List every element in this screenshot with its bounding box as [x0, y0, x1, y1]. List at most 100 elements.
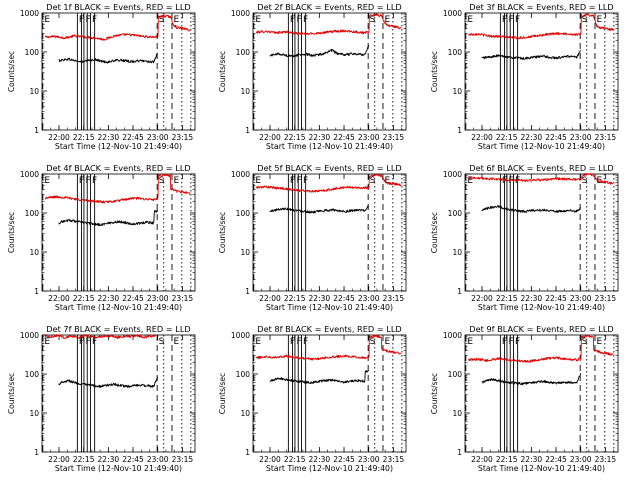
y-tick-label: 100 [236, 370, 251, 379]
event-marker-label: F [85, 337, 90, 347]
events-series-line [481, 50, 582, 60]
x-tick-label: 22:15 [73, 455, 95, 464]
events-series-line [269, 205, 370, 214]
x-tick-label: 22:15 [284, 133, 306, 142]
lld-series-line [44, 334, 156, 340]
lld-series-line [255, 334, 402, 361]
plot-frame [464, 334, 619, 453]
events-series-line [58, 209, 159, 227]
x-tick-label: 22:45 [333, 294, 355, 303]
y-axis-label: Counts/sec [218, 373, 227, 414]
panel-title: Det 8f BLACK = Events, RED = LLD [257, 324, 401, 334]
x-tick-label: 23:00 [358, 294, 380, 303]
event-marker-label: S [159, 337, 165, 347]
x-tick-label: 23:00 [147, 133, 169, 142]
y-tick-label: 1000 [443, 331, 462, 340]
x-tick-label: 22:30 [98, 133, 120, 142]
panel-title: Det 5f BLACK = Events, RED = LLD [257, 163, 401, 173]
x-tick-label: 22:15 [73, 294, 95, 303]
x-axis-label: Start Time (12-Nov-10 21:49:40) [55, 303, 182, 312]
x-tick-label: 22:00 [48, 133, 70, 142]
y-tick-label: 10 [240, 409, 250, 418]
y-tick-label: 1 [34, 126, 39, 135]
event-marker-label: E [173, 15, 179, 25]
x-tick-label: 23:00 [358, 455, 380, 464]
event-marker-label: E [596, 337, 602, 347]
y-axis-label: Counts/sec [7, 51, 16, 92]
y-axis-label: Counts/sec [430, 373, 439, 414]
event-marker-label: F [296, 15, 301, 25]
x-tick-label: 23:15 [172, 133, 194, 142]
y-tick-label: 1000 [20, 331, 39, 340]
x-tick-label: 23:00 [570, 133, 592, 142]
y-tick-label: 1 [245, 287, 250, 296]
panel-grid: Det 1f BLACK = Events, RED = LLD 1 10 100 10… [7, 2, 619, 473]
event-marker-label: S [370, 176, 376, 186]
y-tick-label: 1 [34, 448, 39, 457]
event-marker-label: F [296, 337, 301, 347]
y-tick-label: 1 [245, 126, 250, 135]
x-tick-label: 22:45 [122, 455, 144, 464]
events-series-line [269, 370, 369, 385]
panel-title: Det 2f BLACK = Events, RED = LLD [257, 2, 401, 12]
panel-title: Det 4f BLACK = Events, RED = LLD [46, 163, 190, 173]
event-marker-label: F [508, 15, 513, 25]
x-tick-label: 23:15 [172, 455, 194, 464]
y-tick-label: 1000 [443, 170, 462, 179]
y-tick-label: 1 [457, 287, 462, 296]
y-tick-label: 100 [236, 209, 251, 218]
y-tick-label: 1000 [231, 170, 250, 179]
detector-panel: Det 8f BLACK = Events, RED = LLD 1 10 100 10… [218, 324, 407, 473]
plot-frame [464, 12, 619, 131]
event-marker-label: F [508, 176, 513, 186]
x-tick-label: 22:30 [521, 133, 543, 142]
event-marker-label: E [255, 15, 261, 25]
x-axis-label: Start Time (12-Nov-10 21:49:40) [55, 464, 182, 473]
y-tick-label: 1000 [231, 331, 250, 340]
x-tick-label: 23:15 [172, 294, 194, 303]
y-tick-label: 10 [452, 87, 462, 96]
event-marker-label: F [85, 15, 90, 25]
detector-panel: Det 4f BLACK = Events, RED = LLD 1 10 100 10… [7, 163, 196, 312]
event-marker-label: E [44, 337, 50, 347]
x-tick-label: 22:15 [496, 133, 518, 142]
y-tick-label: 1 [245, 448, 250, 457]
lld-series-line [44, 173, 191, 204]
y-tick-label: 100 [25, 209, 40, 218]
x-tick-label: 23:15 [383, 455, 405, 464]
x-tick-label: 22:45 [545, 294, 567, 303]
event-marker-label: E [596, 15, 602, 25]
event-marker-label: S [582, 176, 588, 186]
x-axis-label: Start Time (12-Nov-10 21:49:40) [478, 142, 605, 151]
x-tick-label: 22:00 [259, 294, 281, 303]
x-tick-label: 22:15 [284, 455, 306, 464]
x-tick-label: 22:15 [73, 133, 95, 142]
plot-frame [252, 12, 407, 131]
x-tick-label: 22:45 [333, 133, 355, 142]
x-tick-label: 22:45 [545, 455, 567, 464]
event-marker-label: E [384, 176, 390, 186]
detector-panel: Det 9f BLACK = Events, RED = LLD 1 10 100 10… [430, 324, 619, 473]
y-tick-label: 100 [25, 370, 40, 379]
x-tick-label: 22:00 [259, 133, 281, 142]
plot-frame [464, 173, 619, 292]
event-marker-label: S [370, 337, 376, 347]
x-tick-label: 22:30 [521, 294, 543, 303]
y-tick-label: 10 [29, 87, 39, 96]
y-tick-label: 1 [457, 126, 462, 135]
y-tick-label: 10 [29, 409, 39, 418]
detector-panel: Det 2f BLACK = Events, RED = LLD 1 10 100 10… [218, 2, 407, 151]
detector-panel: Det 3f BLACK = Events, RED = LLD 1 10 100 10… [430, 2, 619, 151]
y-tick-label: 100 [448, 48, 463, 57]
y-axis-label: Counts/sec [7, 212, 16, 253]
plot-frame [41, 12, 196, 131]
x-axis-label: Start Time (12-Nov-10 21:49:40) [266, 464, 393, 473]
y-tick-label: 1 [34, 287, 39, 296]
y-tick-label: 1000 [443, 9, 462, 18]
event-marker-label: E [44, 15, 50, 25]
panel-title: Det 3f BLACK = Events, RED = LLD [469, 2, 613, 12]
event-marker-label: S [582, 15, 588, 25]
detector-panel: Det 6f BLACK = Events, RED = LLD 1 10 100 10… [430, 163, 619, 312]
x-tick-label: 23:00 [147, 455, 169, 464]
